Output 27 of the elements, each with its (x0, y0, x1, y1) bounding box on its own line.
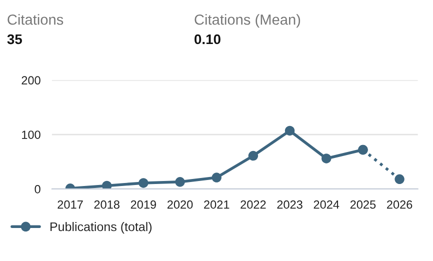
point (358, 144, 368, 155)
x-tick-label: 2024 (314, 200, 340, 209)
point (394, 174, 404, 184)
point (212, 172, 222, 182)
y-tick-label: 100 (22, 130, 40, 139)
point (102, 180, 112, 189)
x-tick-label: 2025 (350, 200, 376, 209)
point (138, 178, 148, 188)
x-tick-label: 2022 (240, 200, 266, 209)
x-tick-label: 2021 (204, 200, 230, 209)
text: 35 (7, 34, 22, 44)
x-tick-label: 2026 (387, 200, 412, 209)
point (248, 150, 258, 161)
x-tick-label: 2019 (130, 200, 156, 209)
point (322, 154, 332, 164)
legend-label: Publications (total) (50, 222, 152, 234)
y-tick-label: 0 (34, 185, 40, 194)
point (175, 177, 185, 187)
x-tick-label: 2018 (94, 200, 120, 209)
x-tick-label: 2020 (167, 200, 193, 209)
text: Citations (Mean) (194, 14, 300, 28)
x-tick-label: 2023 (277, 200, 302, 209)
text: 0.10 (194, 34, 220, 44)
x-tick-label: 2017 (58, 200, 83, 209)
point (284, 126, 295, 136)
text: Citations (8, 14, 64, 25)
y-tick-label: 200 (22, 76, 40, 85)
